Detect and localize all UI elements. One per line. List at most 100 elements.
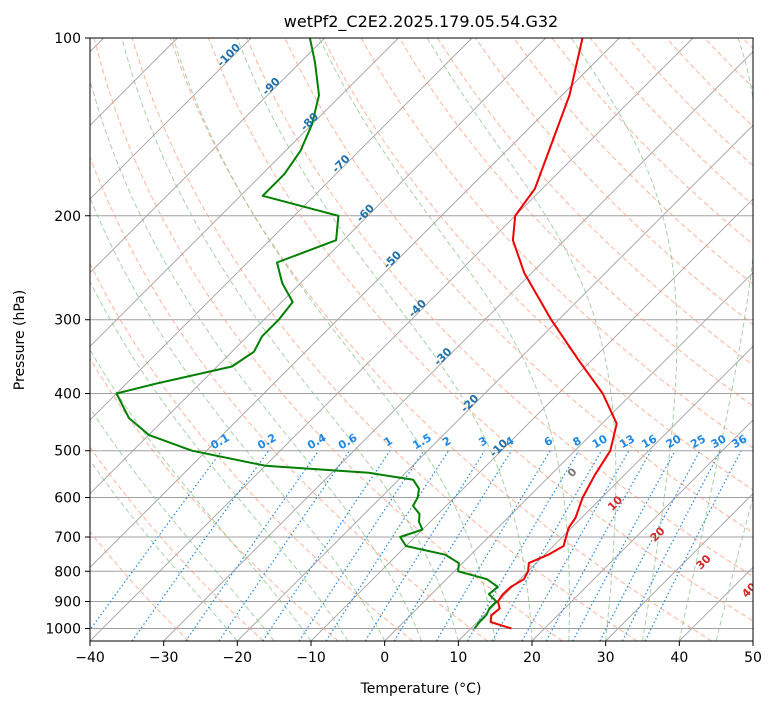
dry-adiabat-line [589,38,753,206]
isotherm-line [90,38,546,495]
moist-adiabat-label: 0 [565,465,580,480]
y-tick-label: 600 [54,490,81,506]
mixing-ratio-label: 0.4 [305,431,329,452]
dry-adiabat-line [93,38,563,641]
moist-adiabat-line [121,38,459,641]
mixing-ratio-line [644,450,742,641]
isotherm-label: -20 [458,392,481,415]
isotherm-line [384,272,753,641]
plot-frame [89,37,754,642]
x-axis-label: Temperature (°C) [360,681,482,697]
y-tick-label: 500 [54,444,81,460]
dry-adiabat-line [742,38,753,50]
mixing-ratio-label: 3 [476,434,489,449]
isotherm-label: -80 [298,110,321,133]
dry-adiabat-line [90,531,190,641]
moist-adiabat-line [90,348,312,641]
isotherm-label: -60 [354,201,377,224]
mixing-ratio-line [621,450,721,641]
dry-adiabat-line [322,38,753,491]
dry-adiabat-line [436,38,753,366]
isotherm-line [90,38,252,200]
dry-adiabat-line [90,262,414,641]
mixing-ratio-line [262,450,391,641]
x-tick-label: 50 [744,650,762,666]
dry-adiabat-line [475,38,753,325]
isotherm-line [752,640,753,641]
mixing-ratio-label: 25 [688,432,708,451]
moist-adiabat-line [318,38,570,641]
isotherm-line [90,38,473,421]
mixing-ratio-label: 0.1 [208,431,231,452]
isotherm-line [679,566,753,641]
mixing-ratio-line [90,450,223,631]
x-tick-label: −30 [149,650,179,666]
mixing-ratio-label: 1.5 [410,431,433,452]
dry-adiabat-line [360,38,753,449]
x-tick-label: 0 [380,650,389,666]
isotherm-label: -30 [431,345,454,368]
mixing-ratio-line [185,450,320,641]
mixing-ratio-line [572,450,676,641]
moist-adiabat-line [172,38,496,641]
mixing-ratio-line [131,450,270,641]
isotherm-label: -50 [381,248,404,271]
temperature-profile-line [489,38,618,630]
y-axis-label: Pressure (hPa) [12,290,28,390]
dry-adiabat-line [131,38,638,641]
y-tick-label: 900 [54,594,81,610]
moist-adiabat-line [236,38,533,641]
moist-adiabat-line [90,459,238,641]
moist-adiabat-line [90,407,275,641]
moist-adiabat-line [90,196,386,641]
mixing-ratio-label: 16 [639,432,659,451]
mixing-ratio-line [521,450,630,641]
isotherm-line [90,38,325,274]
moist-adiabat-label: 20 [648,524,668,544]
moist-adiabat-line [90,78,422,641]
isotherm-line [237,124,753,641]
dry-adiabat-line [208,38,753,622]
dewpoint-profile-line [115,38,499,630]
dry-adiabat-line [666,38,753,128]
dry-adiabat-line [513,38,753,285]
isotherm-line [531,419,753,641]
mixing-ratio-label: 10 [590,432,610,451]
mixing-ratio-label: 1 [382,434,395,449]
isotherm-line [163,51,753,641]
y-tick-label: 100 [54,31,81,47]
moist-adiabat-label: 40 [739,580,759,600]
mixing-ratio-line [599,450,701,641]
dry-adiabat-line [398,38,753,407]
isotherm-line [90,38,694,641]
mixing-ratio-label: 8 [570,434,583,449]
mixing-ratio-label: 20 [664,432,684,451]
isotherm-label: -40 [406,297,429,320]
x-tick-label: −10 [296,650,326,666]
mixing-ratio-label: 36 [730,432,750,451]
x-tick-label: −20 [223,650,253,666]
isotherm-label: -70 [329,152,352,175]
mixing-ratio-line [325,450,450,641]
isotherm-line [605,493,753,641]
x-tick-label: 20 [523,650,541,666]
moist-adiabat-label: 10 [605,493,625,513]
y-tick-label: 200 [54,209,81,225]
mixing-ratio-line [491,450,603,641]
dry-adiabat-line [90,155,488,641]
x-tick-label: 10 [449,650,467,666]
dry-adiabat-line [246,38,753,578]
mixing-ratio-label: 2 [440,434,453,449]
moist-adiabat-line [90,280,349,641]
moist-adiabat-line [678,38,753,641]
mixing-ratio-line [545,450,652,641]
x-tick-label: 40 [670,650,688,666]
moist-adiabat-label: 30 [694,552,714,572]
y-tick-label: 700 [54,530,81,546]
x-tick-label: −40 [75,650,105,666]
y-tick-label: 800 [54,564,81,580]
isotherm-line [310,198,753,641]
mixing-ratio-line [364,450,486,641]
x-tick-label: 30 [597,650,615,666]
